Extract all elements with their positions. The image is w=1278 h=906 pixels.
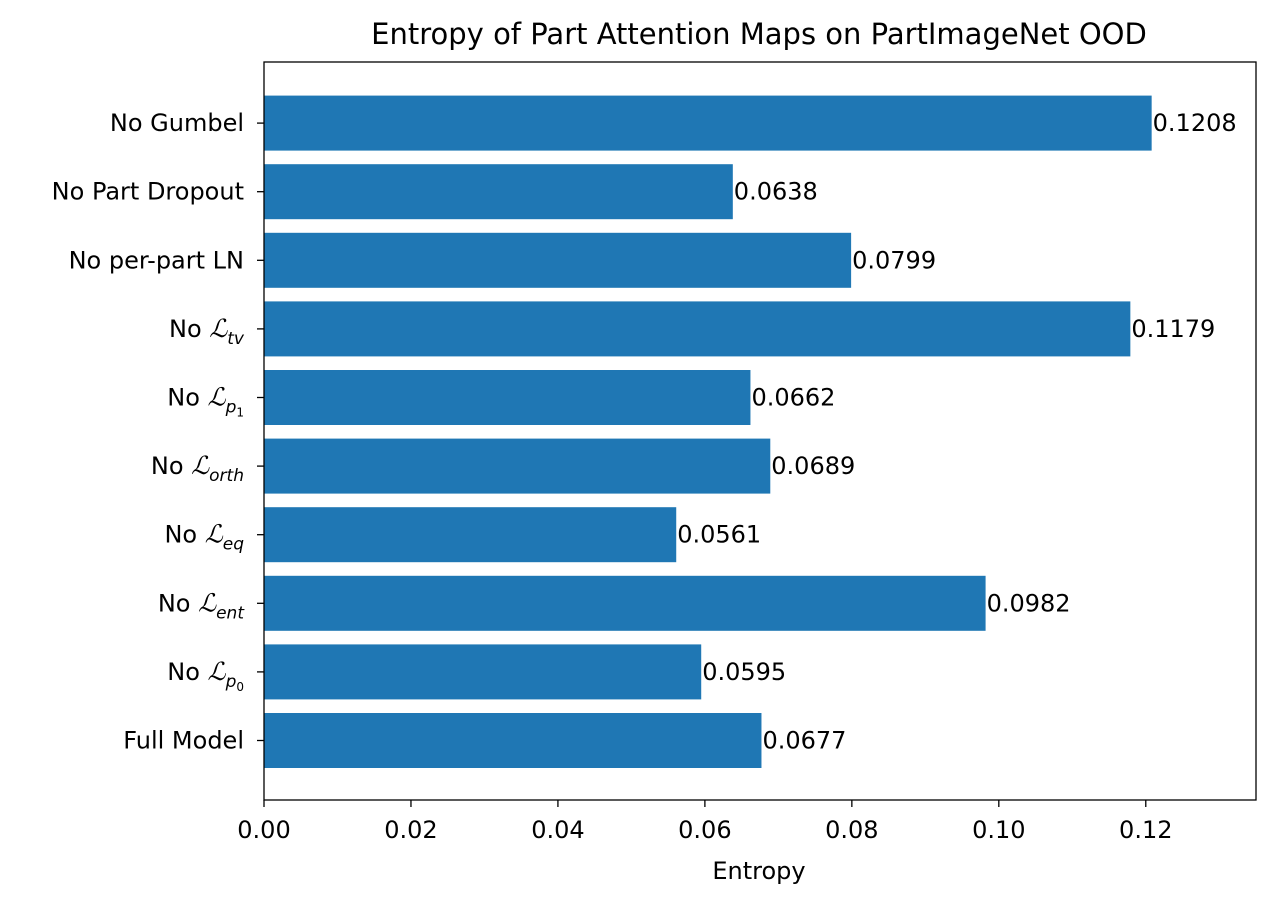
y-tick-label: No ℒorth xyxy=(151,451,244,486)
bar xyxy=(264,232,852,288)
bar xyxy=(264,713,762,768)
bar xyxy=(264,370,751,425)
x-tick-label: 0.08 xyxy=(825,816,878,844)
data-label: 0.1179 xyxy=(1131,315,1215,343)
data-label: 0.0799 xyxy=(852,246,936,274)
bar xyxy=(264,164,733,220)
bar xyxy=(264,438,771,494)
data-label: 0.0561 xyxy=(677,521,761,549)
x-axis-label: Entropy xyxy=(712,857,805,885)
y-tick-label: No ℒp0 xyxy=(167,657,244,694)
x-tick-label: 0.02 xyxy=(384,816,437,844)
axes-frame xyxy=(263,61,1257,801)
chart-title: Entropy of Part Attention Maps on PartIm… xyxy=(371,17,1147,51)
x-tick-label: 0.10 xyxy=(972,816,1025,844)
y-tick-label: No Gumbel xyxy=(110,109,244,137)
data-label: 0.0689 xyxy=(771,452,855,480)
y-tick-label: Full Model xyxy=(123,727,244,755)
data-label: 0.1208 xyxy=(1153,109,1237,137)
x-tick-label: 0.00 xyxy=(237,816,290,844)
y-tick-label: No ℒeq xyxy=(164,520,244,555)
y-tick-label: No per-part LN xyxy=(69,246,244,274)
x-tick-label: 0.04 xyxy=(531,816,584,844)
bar xyxy=(264,301,1131,357)
data-label: 0.0662 xyxy=(751,384,835,412)
y-tick-label: No Part Dropout xyxy=(52,178,244,206)
bar xyxy=(264,575,986,631)
y-tick-label: No ℒp1 xyxy=(167,383,244,420)
data-label: 0.0677 xyxy=(762,727,846,755)
x-tick-label: 0.12 xyxy=(1119,816,1172,844)
plot-area: 0.0677 Full Model 0.0595 No ℒp0 0.0982 No ℒen… xyxy=(52,61,1257,844)
x-tick-label: 0.06 xyxy=(678,816,731,844)
bar xyxy=(264,95,1152,151)
data-label: 0.0982 xyxy=(987,589,1071,617)
data-label: 0.0638 xyxy=(734,178,818,206)
data-label: 0.0595 xyxy=(702,658,786,686)
y-tick-label: No ℒent xyxy=(158,588,246,623)
bar xyxy=(264,507,677,563)
bar xyxy=(264,644,702,700)
y-tick-label: No ℒtv xyxy=(169,314,245,349)
